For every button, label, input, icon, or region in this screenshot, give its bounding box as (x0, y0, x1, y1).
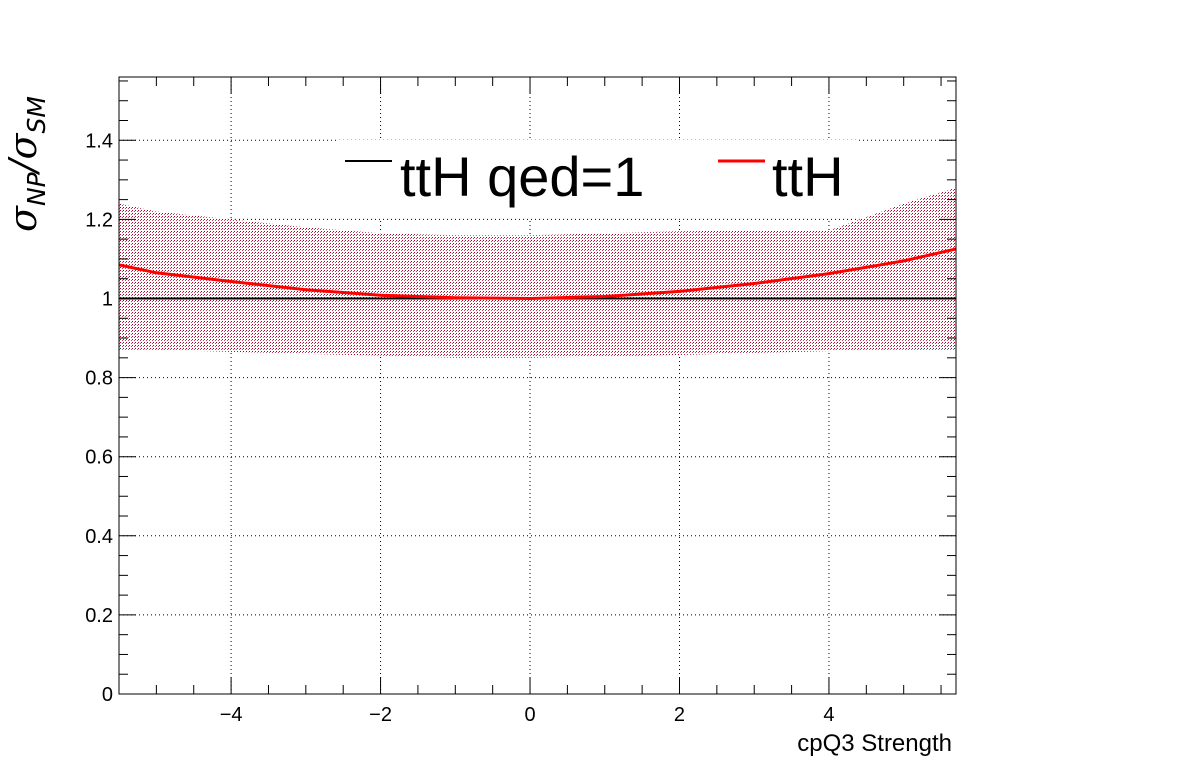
y-tick-label: 0.6 (85, 447, 113, 469)
series-lines (119, 247, 956, 301)
x-tick-label: 4 (823, 704, 834, 726)
y-tick-label: 1.2 (85, 209, 113, 231)
y-tick-label: 1.4 (85, 130, 113, 152)
x-tick-label: −2 (369, 704, 392, 726)
tick-labels: −4 −2 0 2 4 0 0.2 0.4 0.6 0.8 1 1.2 1.4 (85, 130, 834, 726)
legend-label-ttH-qed1: ttH qed=1 (400, 145, 644, 208)
legend-background (338, 140, 858, 218)
y-axis-title: σNP/σSM (1, 96, 51, 232)
y-tick-label: 0 (102, 684, 113, 706)
band-ttH (119, 187, 956, 358)
legend-label-ttH: ttH (772, 145, 844, 208)
y-tick-label: 0.8 (85, 368, 113, 390)
x-tick-label: 0 (524, 704, 535, 726)
axis-ticks (118, 77, 956, 695)
plot-frame (118, 76, 957, 695)
uncertainty-bands (119, 187, 956, 358)
grid-lines (119, 77, 956, 694)
legend: ttH qed=1 ttH (338, 140, 858, 218)
y-tick-label: 0.4 (85, 526, 113, 548)
x-tick-label: 2 (674, 704, 685, 726)
y-tick-label: 1 (102, 288, 113, 310)
series-line-ttH (119, 247, 956, 301)
y-tick-label: 0.2 (85, 605, 113, 627)
x-tick-label: −4 (220, 704, 243, 726)
x-axis-title: cpQ3 Strength (797, 730, 952, 757)
